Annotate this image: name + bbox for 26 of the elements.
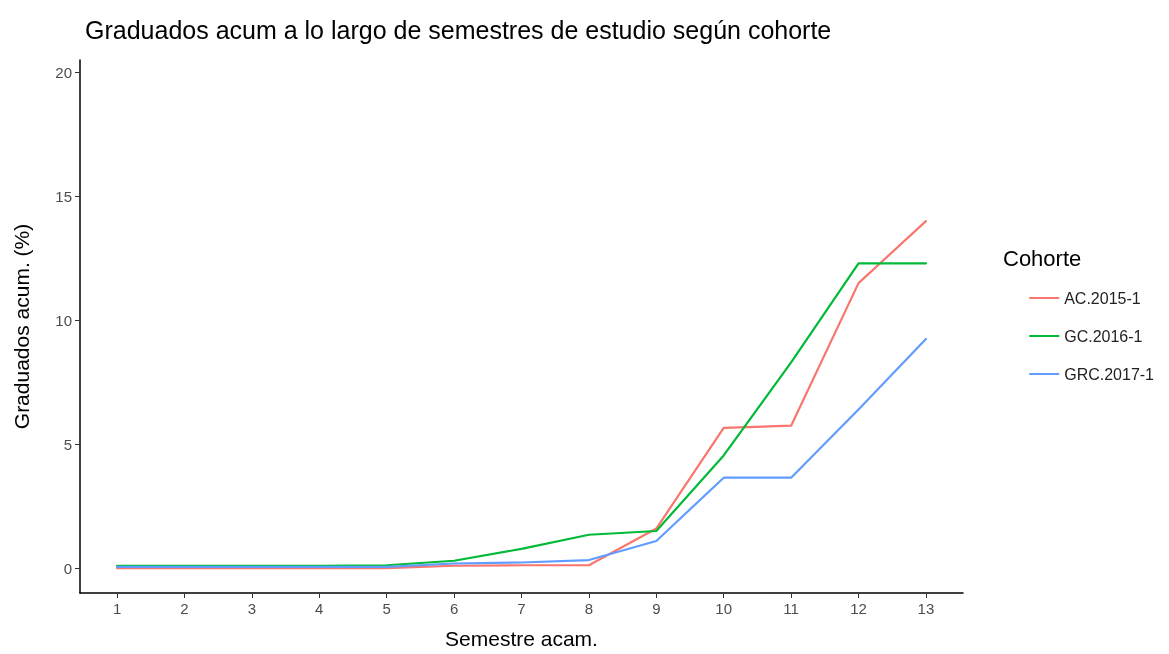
x-tick-label: 11 xyxy=(783,600,799,617)
y-tick-label: 0 xyxy=(63,559,72,577)
legend-label: GC.2016-1 xyxy=(1064,327,1143,345)
legend-title: Cohorte xyxy=(1003,245,1082,271)
x-tick-label: 13 xyxy=(917,600,935,617)
x-tick-label: 6 xyxy=(449,600,459,617)
y-axis-title: Graduados acum. (%) xyxy=(10,223,33,430)
x-tick-label: 3 xyxy=(247,600,257,617)
x-axis-title: Semestre acam. xyxy=(445,627,598,650)
x-tick-label: 12 xyxy=(850,600,867,617)
x-tick-label: 10 xyxy=(715,600,733,617)
legend-label: AC.2015-1 xyxy=(1064,289,1141,307)
y-tick-label: 10 xyxy=(55,311,72,329)
x-tick-label: 1 xyxy=(112,600,122,617)
x-tick-label: 5 xyxy=(382,600,391,617)
x-tick-label: 8 xyxy=(584,600,594,617)
x-tick-label: 7 xyxy=(517,600,526,617)
x-tick-label: 4 xyxy=(315,600,324,617)
line-series xyxy=(115,337,928,569)
legend-label: GRC.2017-1 xyxy=(1064,365,1155,383)
y-tick-label: 5 xyxy=(63,435,72,453)
y-tick-label: 15 xyxy=(55,187,72,205)
x-tick-label: 2 xyxy=(180,600,189,617)
chart-title: Graduados acum a lo largo de semestres de estudio según cohorte xyxy=(85,15,832,44)
x-tick-label: 9 xyxy=(652,600,661,617)
y-tick-label: 20 xyxy=(55,63,72,81)
